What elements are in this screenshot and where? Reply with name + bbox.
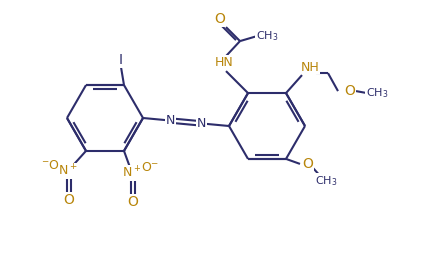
Text: CH$_3$: CH$_3$	[314, 174, 336, 188]
Text: O: O	[63, 193, 74, 207]
Text: $\mathsf{N^+}$: $\mathsf{N^+}$	[58, 163, 78, 178]
Text: CH$_3$: CH$_3$	[255, 29, 278, 43]
Text: N: N	[196, 117, 206, 130]
Text: CH$_3$: CH$_3$	[365, 86, 388, 100]
Text: O: O	[344, 84, 355, 98]
Text: NH: NH	[300, 61, 319, 73]
Text: N: N	[165, 114, 175, 127]
Text: O: O	[127, 195, 138, 209]
Text: $\mathsf{N^+}$: $\mathsf{N^+}$	[122, 165, 141, 180]
Text: I: I	[119, 53, 123, 67]
Text: HN: HN	[214, 56, 233, 69]
Text: $\mathsf{O^{-}}$: $\mathsf{O^{-}}$	[141, 162, 159, 174]
Text: O: O	[302, 157, 313, 171]
Text: $\mathsf{^{-}O}$: $\mathsf{^{-}O}$	[40, 159, 59, 172]
Text: O: O	[214, 12, 225, 26]
